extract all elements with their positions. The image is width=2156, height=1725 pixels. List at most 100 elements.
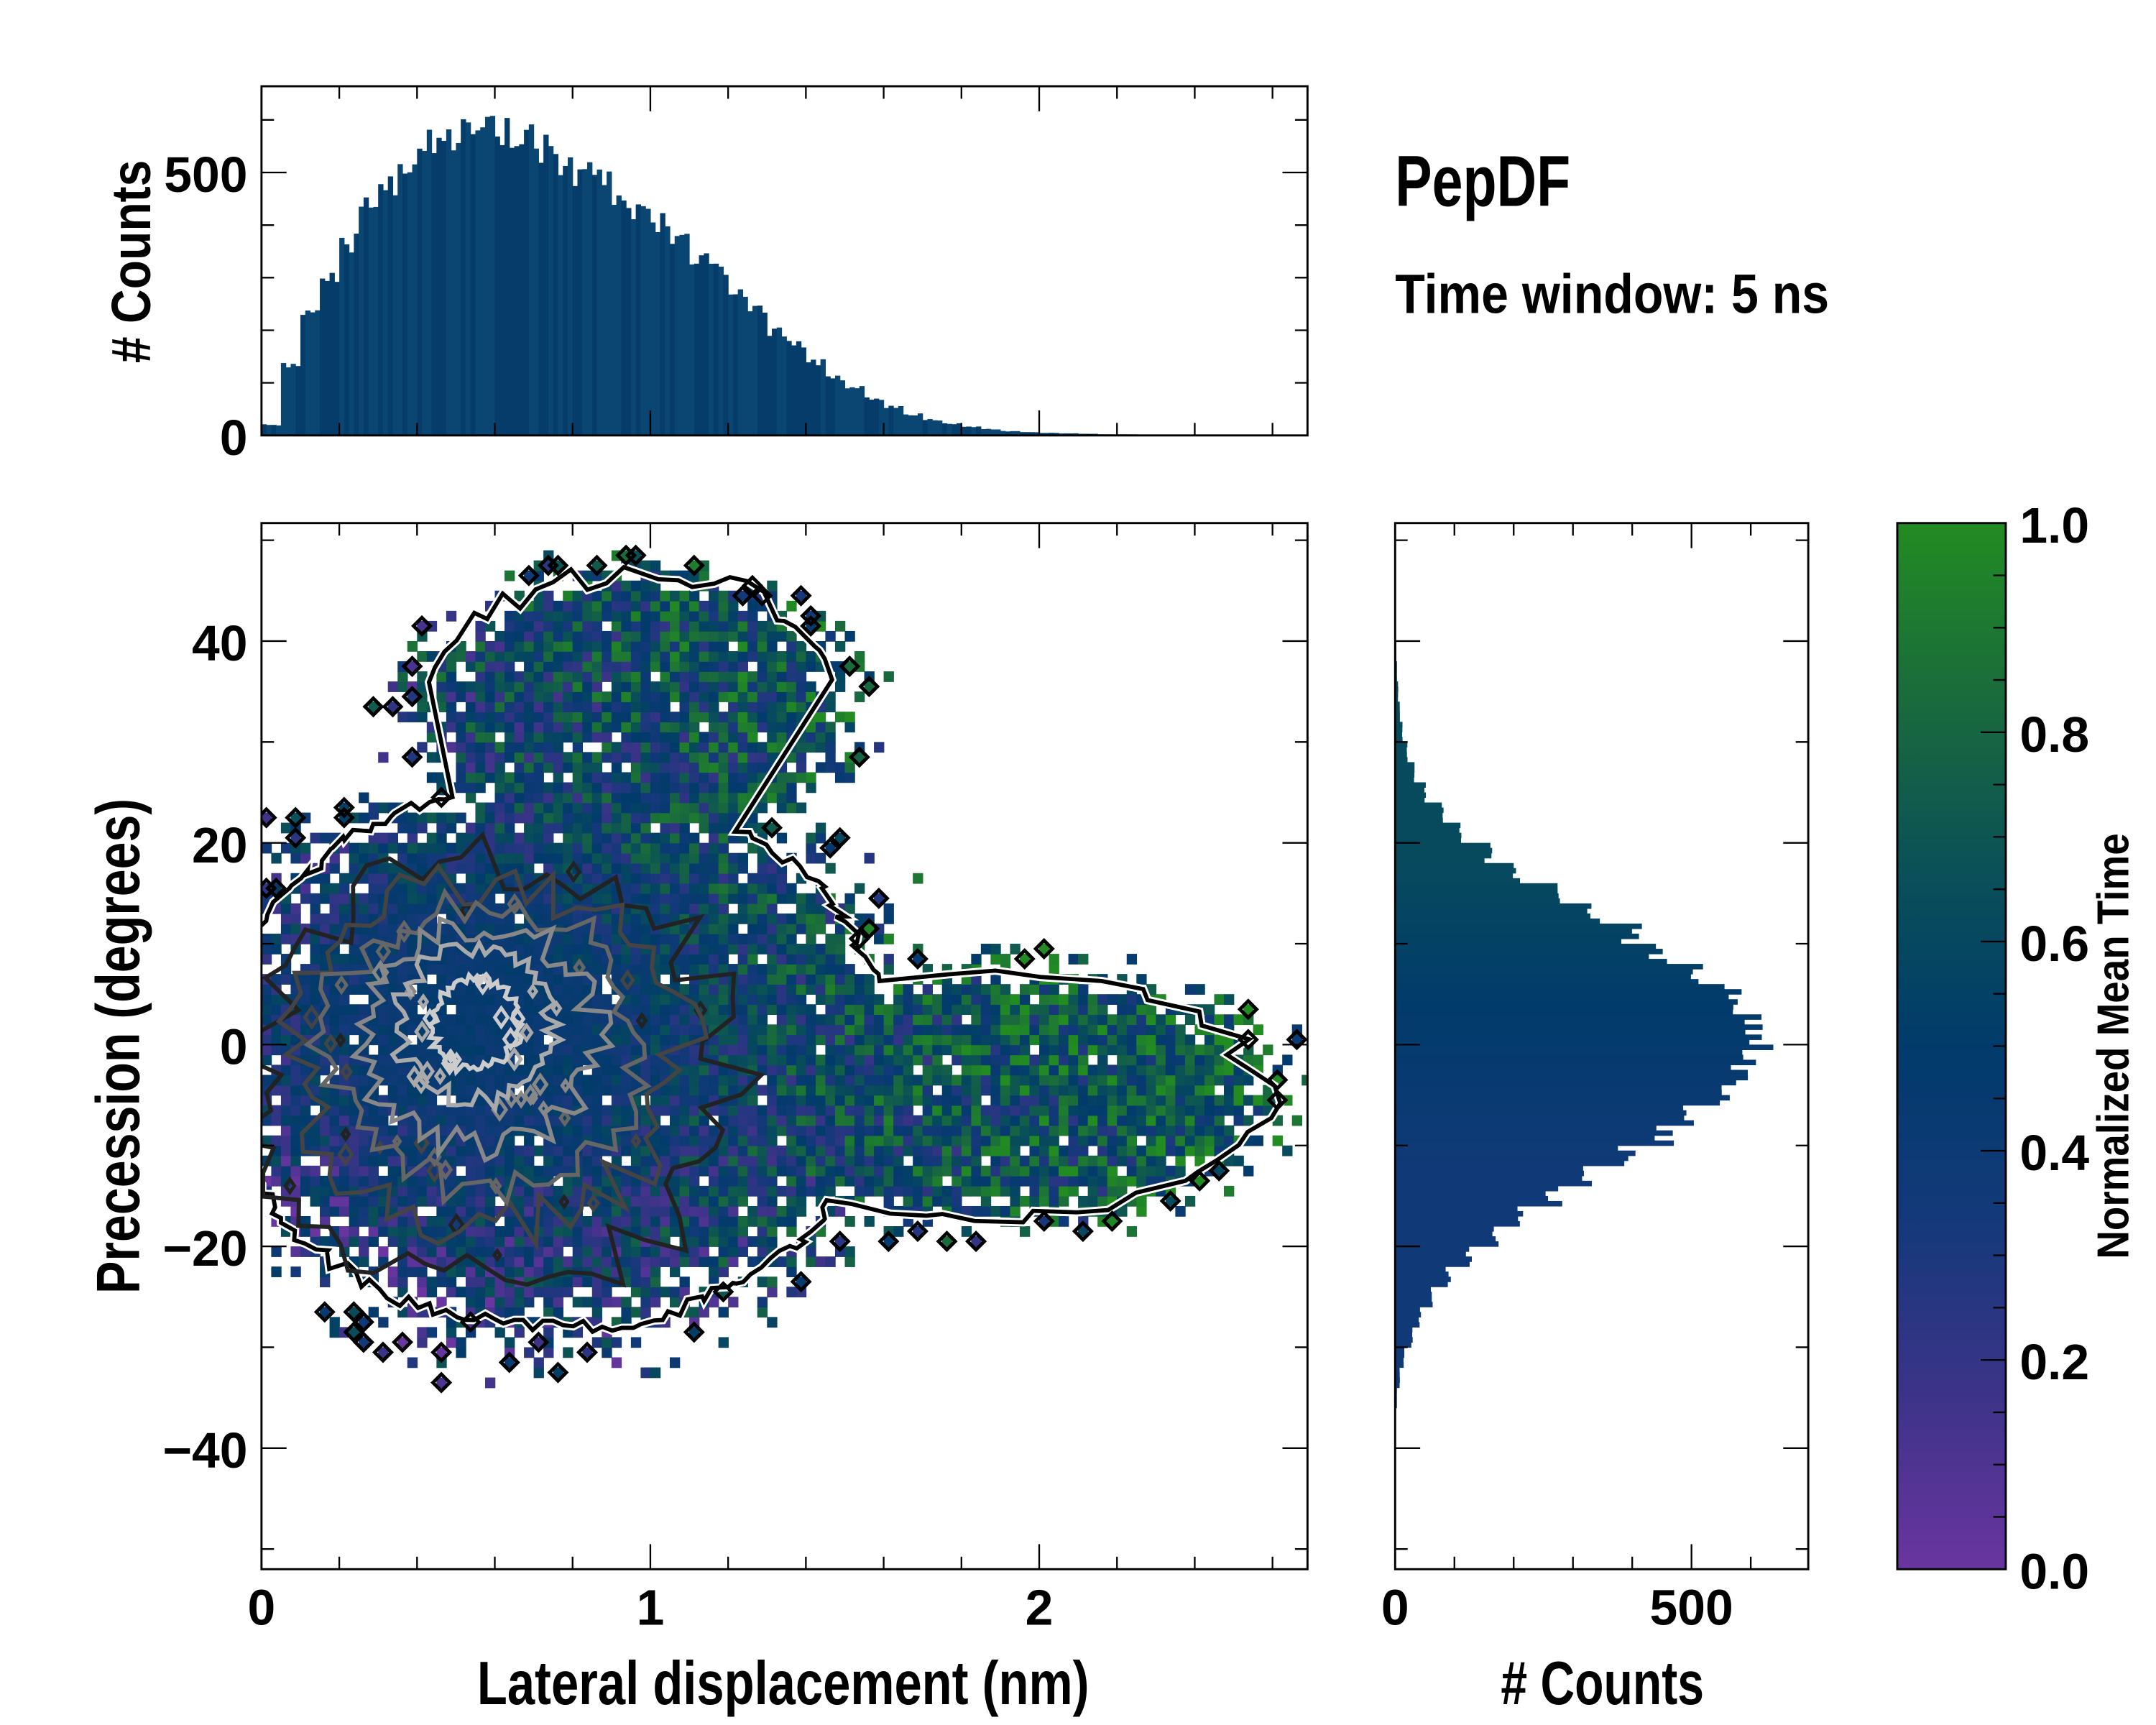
heatmap-cell — [747, 1215, 758, 1227]
heatmap-cell — [484, 1195, 496, 1207]
heatmap-cell — [514, 630, 525, 642]
heatmap-cell — [1078, 1175, 1089, 1187]
heatmap-cell — [582, 1226, 593, 1237]
histogram-bar — [864, 397, 870, 436]
heatmap-cell — [786, 1165, 797, 1177]
heatmap-cell — [621, 722, 632, 733]
heatmap-cell — [767, 954, 778, 965]
contour-island — [333, 796, 355, 819]
heatmap-cell — [699, 1075, 709, 1086]
heatmap-cell — [815, 994, 826, 1006]
heatmap-cell — [728, 812, 739, 824]
heatmap-cell — [679, 600, 690, 612]
heatmap-cell — [630, 1287, 642, 1298]
heatmap-cell — [514, 792, 525, 804]
heatmap-cell — [844, 1024, 855, 1036]
histogram-bar — [271, 425, 277, 436]
heatmap-cell — [737, 1054, 748, 1066]
heatmap-cell — [591, 1085, 603, 1096]
heatmap-cell — [709, 984, 719, 995]
heatmap-cell — [359, 1165, 369, 1177]
heatmap-cell — [533, 1044, 544, 1056]
heatmap-cell — [679, 964, 690, 975]
heatmap-cell — [669, 610, 681, 622]
heatmap-cell — [728, 883, 739, 894]
heatmap-cell — [893, 1075, 904, 1086]
histogram-bar — [952, 424, 957, 436]
heatmap-cell — [1019, 1195, 1031, 1207]
heatmap-cell — [971, 1105, 982, 1116]
heatmap-cell — [718, 984, 729, 995]
heatmap-cell — [737, 1115, 748, 1126]
heatmap-cell — [339, 1165, 350, 1177]
heatmap-cell — [737, 1195, 748, 1207]
heatmap-cell — [776, 1034, 788, 1046]
heatmap-cell — [1146, 1125, 1157, 1136]
heatmap-cell — [640, 1367, 651, 1379]
heatmap-cell — [1204, 1115, 1215, 1126]
heatmap-cell — [1068, 1064, 1079, 1076]
heatmap-cell — [514, 782, 525, 794]
heatmap-cell — [426, 1215, 438, 1227]
heatmap-cell — [1039, 1125, 1050, 1136]
histogram-bar — [456, 142, 461, 436]
heatmap-cell — [505, 712, 515, 723]
heatmap-cell — [776, 1215, 788, 1227]
heatmap-cell — [913, 1145, 923, 1156]
heatmap-cell — [533, 903, 544, 914]
heatmap-cell — [387, 954, 399, 965]
heatmap-cell — [718, 762, 729, 773]
heatmap-cell — [621, 1145, 632, 1156]
heatmap-cell — [747, 722, 758, 733]
heatmap-cell — [1175, 1085, 1186, 1096]
heatmap-cell — [1204, 1064, 1215, 1076]
heatmap-cell — [699, 620, 709, 632]
heatmap-cell — [815, 923, 826, 934]
heatmap-cell — [300, 852, 311, 864]
histogram-bar — [820, 359, 826, 436]
heatmap-cell — [757, 873, 768, 884]
heatmap-cell — [718, 862, 729, 874]
heatmap-cell — [1059, 1075, 1069, 1086]
heatmap-cell — [854, 1115, 865, 1126]
heatmap-cell — [417, 742, 428, 753]
histogram-bar — [621, 200, 627, 436]
heatmap-cell — [1156, 1075, 1166, 1086]
heatmap-cell — [339, 842, 350, 854]
heatmap-cell — [825, 1135, 836, 1146]
heatmap-cell — [426, 1054, 438, 1066]
heatmap-cell — [407, 1044, 418, 1056]
heatmap-cell — [971, 1085, 982, 1096]
heatmap-cell — [650, 702, 661, 712]
heatmap-cell — [689, 842, 700, 854]
heatmap-cell — [737, 1044, 748, 1056]
heatmap-cell — [767, 822, 778, 834]
heatmap-cell — [591, 712, 603, 723]
heatmap-cell — [572, 1246, 584, 1257]
histogram-bar — [1395, 1221, 1520, 1227]
heatmap-cell — [359, 1256, 369, 1267]
heatmap-cell — [728, 671, 739, 682]
heatmap-cell — [1126, 994, 1138, 1006]
heatmap-cell — [640, 842, 651, 854]
heatmap-cell — [1087, 994, 1098, 1006]
heatmap-cell — [446, 681, 457, 692]
heatmap-cell — [1194, 1115, 1205, 1126]
heatmap-cell — [1146, 1014, 1157, 1026]
heatmap-cell — [669, 590, 681, 602]
heatmap-cell — [1117, 1105, 1128, 1116]
heatmap-cell — [378, 1105, 389, 1116]
heatmap-cell — [611, 742, 622, 753]
heatmap-cell — [591, 954, 603, 965]
heatmap-cell — [689, 1105, 700, 1116]
heatmap-cell — [806, 650, 816, 662]
heatmap-cell — [689, 1256, 700, 1267]
heatmap-cell — [874, 1034, 885, 1046]
heatmap-cell — [640, 1155, 651, 1167]
heatmap-cell — [699, 732, 709, 743]
heatmap-cell — [407, 752, 418, 763]
heatmap-cell — [650, 994, 661, 1006]
heatmap-cell — [640, 1297, 651, 1308]
heatmap-cell — [1068, 1044, 1079, 1056]
heatmap-cell — [290, 923, 301, 934]
